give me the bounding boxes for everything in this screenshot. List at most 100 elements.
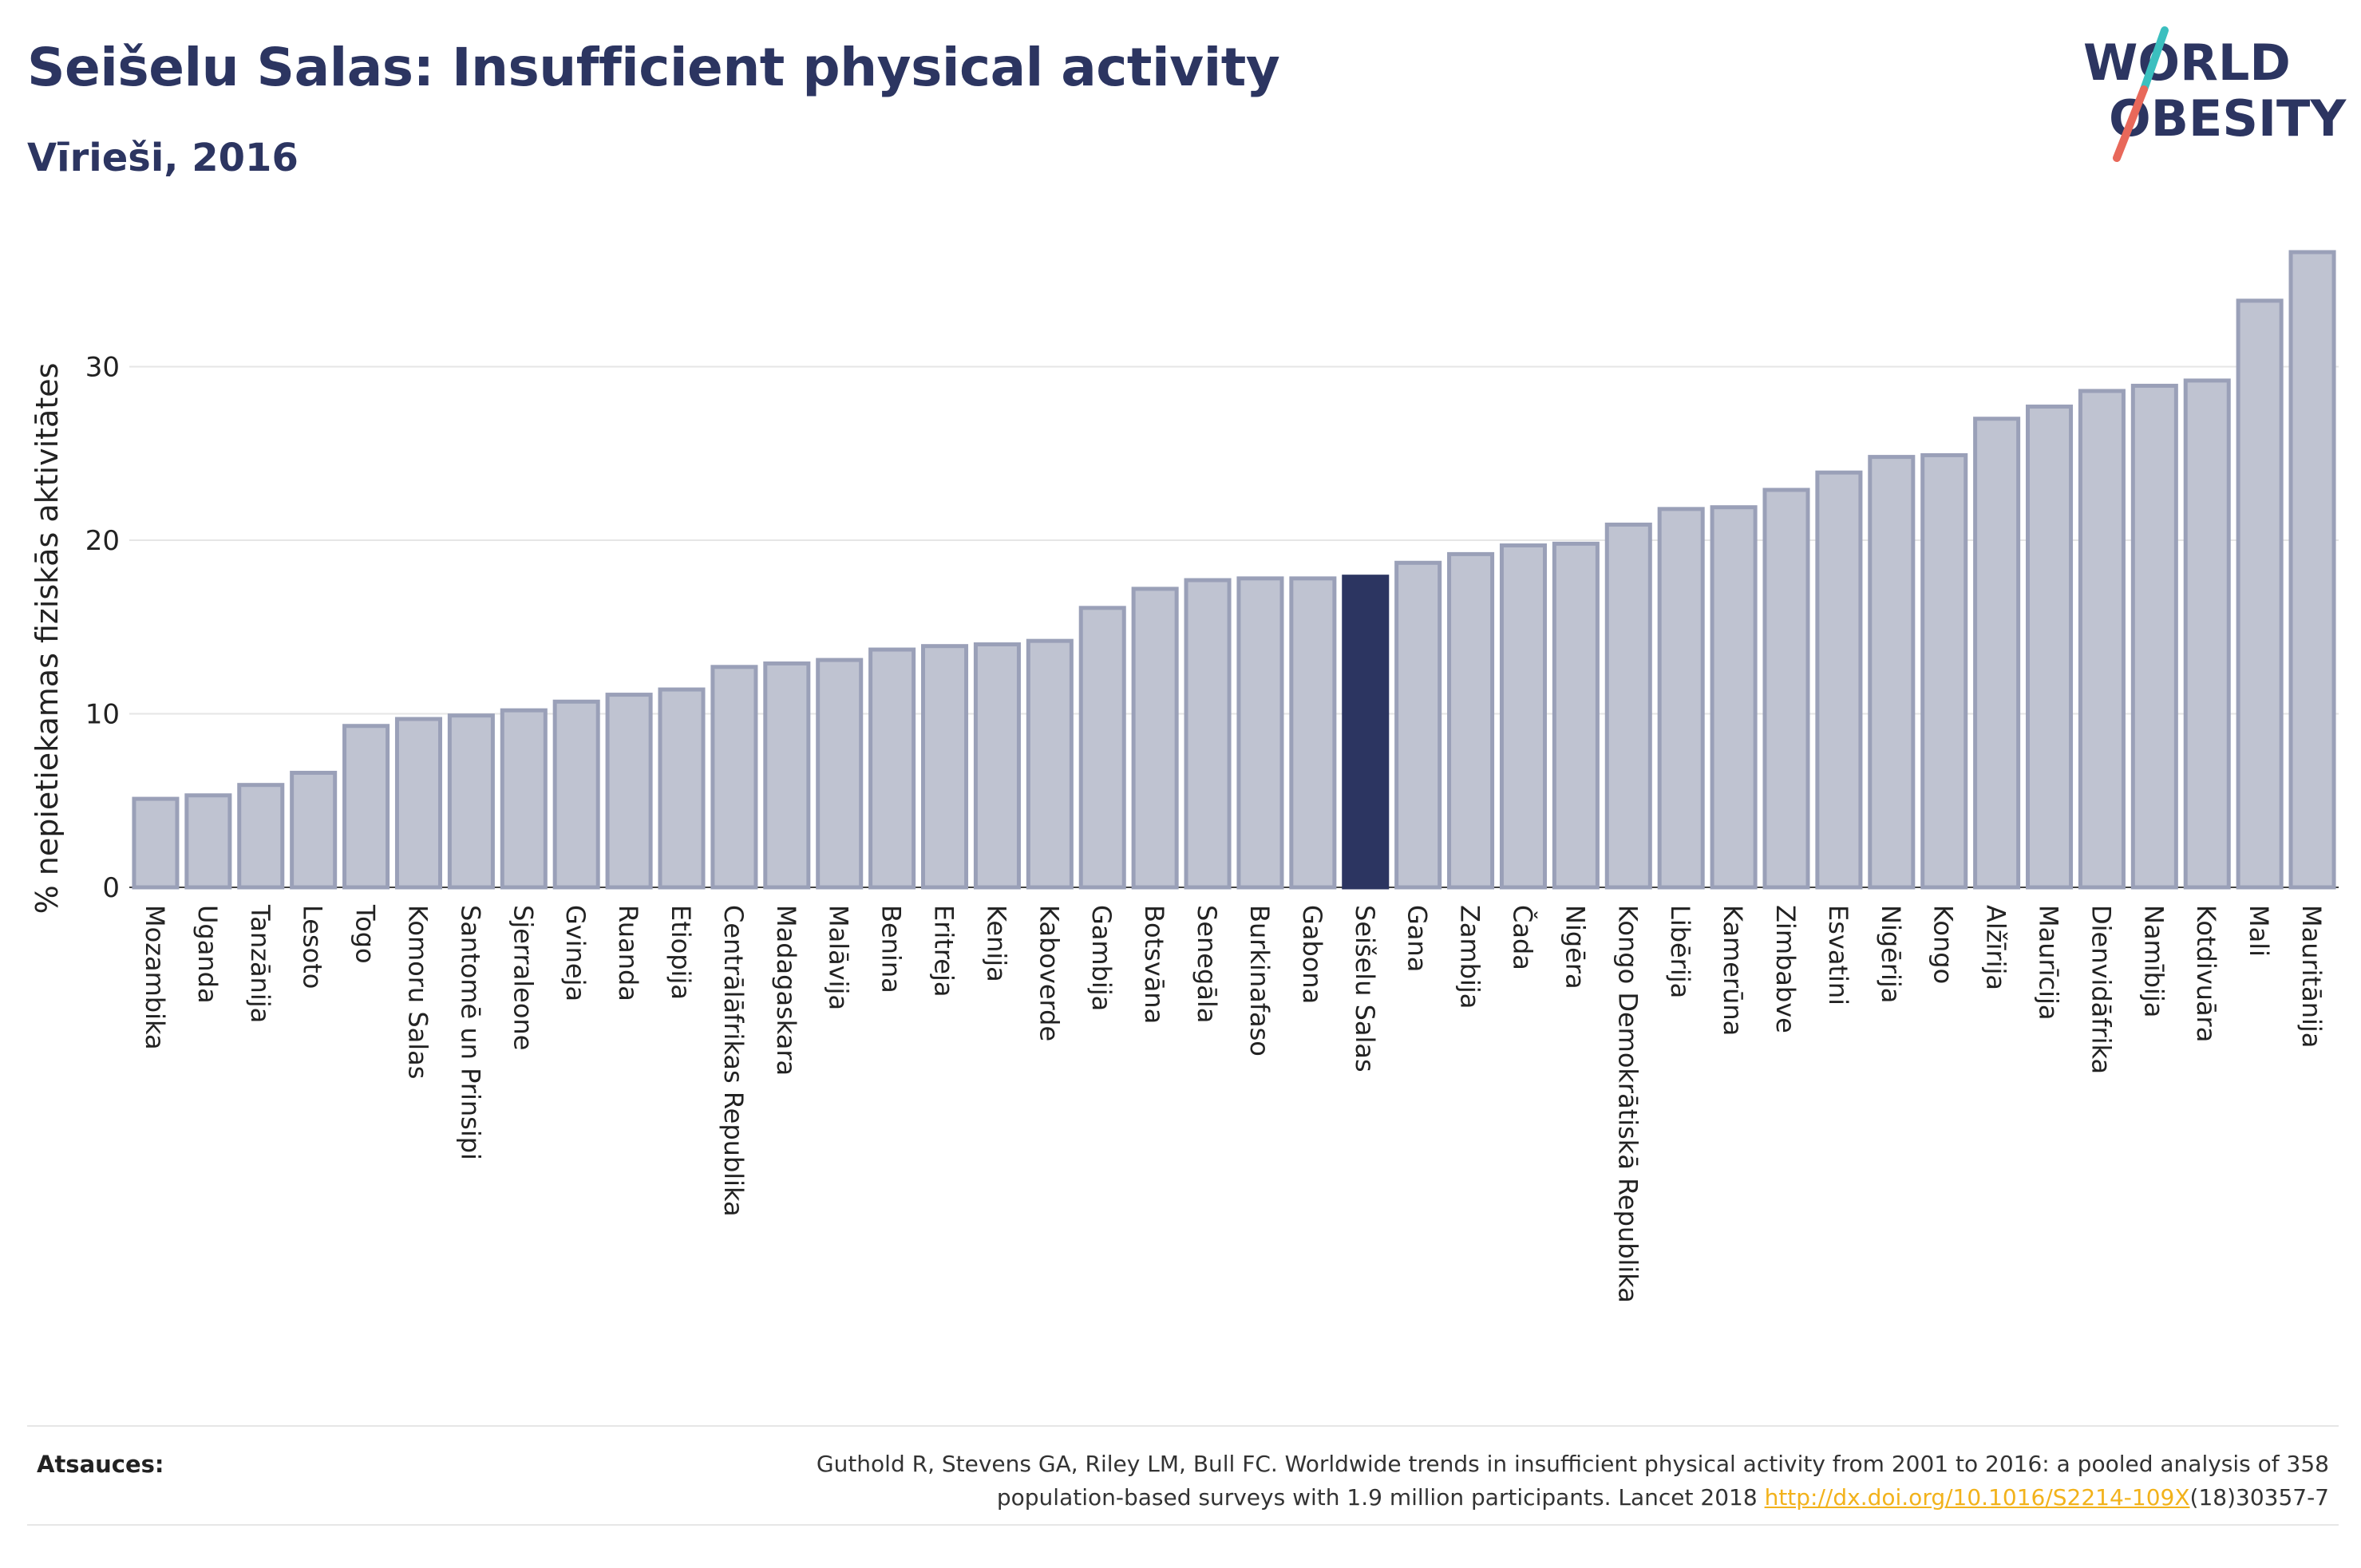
y-tick-label: 10: [85, 699, 120, 731]
x-tick-label: Etiopija: [666, 905, 696, 1000]
x-tick-label: Zambija: [1455, 905, 1485, 1009]
bar: [1184, 578, 1232, 890]
x-tick-label: Gana: [1402, 905, 1433, 972]
x-tick-label: Čada: [1507, 905, 1538, 970]
bar: [1499, 543, 1547, 890]
bar: [1657, 507, 1705, 890]
x-tick-label: Senegāla: [1192, 905, 1222, 1023]
bar: [1131, 587, 1179, 890]
bar: [342, 724, 390, 890]
x-tick-label: Kenija: [981, 905, 1011, 982]
logo-slash-bottom: [2113, 85, 2148, 162]
bar: [447, 713, 495, 890]
x-tick-label: Kongo: [1928, 905, 1959, 984]
bar: [1920, 452, 1968, 890]
bar: [184, 793, 232, 890]
x-tick-label: Alžīrija: [1981, 905, 2011, 990]
x-tick-label: Centrālāfrikas Republika: [718, 905, 749, 1217]
bar: [605, 693, 653, 890]
bar: [552, 699, 600, 890]
x-tick-label: Kotdivuāra: [2191, 905, 2221, 1042]
y-axis-ticks: 0 10 20 30: [85, 352, 120, 905]
bar: [1868, 455, 1916, 890]
footer-divider-top: [27, 1425, 2339, 1427]
y-tick-label: 0: [102, 872, 120, 904]
y-tick-label: 20: [85, 525, 120, 557]
bar: [1078, 606, 1126, 890]
citation-line-2-suffix: (18)30357-7: [2189, 1484, 2329, 1511]
x-tick-label: Gabona: [1297, 905, 1327, 1004]
bar: [394, 717, 442, 890]
bar: [2288, 250, 2336, 890]
bar: [921, 644, 969, 890]
x-tick-label: Kamerūna: [1718, 905, 1748, 1036]
y-axis-label: % nepietiekamas fiziskās aktivitātes: [30, 363, 65, 914]
x-tick-label: Dienvidāfrika: [2086, 905, 2116, 1074]
sources-citation: Guthold R, Stevens GA, Riley LM, Bull FC…: [493, 1448, 2329, 1515]
sources-label: Atsauces:: [37, 1451, 164, 1478]
citation-line-2-prefix: population-based surveys with 1.9 millio…: [996, 1484, 1765, 1511]
world-obesity-logo: WORLD OBESITY: [2083, 26, 2347, 162]
bar: [763, 661, 811, 890]
logo-word-world: WORLD: [2083, 34, 2291, 92]
bar: [1710, 505, 1758, 890]
gridlines: [129, 365, 2339, 888]
bar: [1236, 576, 1284, 890]
x-tick-label: Kongo Demokrātiskā Republika: [1612, 905, 1643, 1303]
x-tick-label: Gambija: [1086, 905, 1117, 1011]
bar: [710, 665, 758, 890]
x-tick-label: Nigēra: [1560, 905, 1590, 989]
bar: [816, 658, 864, 890]
bar: [1604, 522, 1652, 890]
bar: [1973, 417, 2021, 890]
x-tick-label: Esvatini: [1823, 905, 1853, 1005]
x-tick-label: Malāvija: [824, 905, 854, 1010]
bar: [1342, 575, 1390, 890]
logo-word-obesity: OBESITY: [2109, 89, 2347, 148]
bar: [658, 687, 706, 890]
bar: [132, 796, 180, 890]
x-tick-label: Namībija: [2138, 905, 2169, 1017]
bar: [2026, 405, 2074, 890]
bar: [500, 708, 548, 890]
bar: [1762, 488, 1810, 890]
bar: [1394, 560, 1442, 890]
x-tick-label: Burkinafaso: [1244, 905, 1275, 1057]
x-tick-label: Togo: [350, 904, 381, 964]
x-tick-label: Komoru Salas: [402, 905, 433, 1079]
logo-slash-top: [2140, 26, 2169, 93]
x-tick-label: Benina: [876, 905, 907, 993]
y-tick-label: 30: [85, 352, 120, 384]
x-tick-label: Sjerraleone: [508, 905, 538, 1050]
bar: [2130, 383, 2178, 890]
x-tick-label: Maurīcija: [2034, 905, 2064, 1021]
bar: [868, 647, 916, 890]
bar: [1815, 470, 1863, 890]
x-tick-label: Madagaskara: [771, 905, 801, 1076]
bar: [290, 770, 338, 890]
bar: [2078, 389, 2126, 890]
x-tick-label: Libērija: [1665, 905, 1695, 998]
x-tick-label: Seišelu Salas: [1350, 905, 1380, 1072]
x-tick-label: Gvineja: [560, 905, 591, 1001]
bar: [973, 642, 1021, 890]
bars: [132, 250, 2336, 890]
bar: [2236, 298, 2284, 890]
x-tick-label: Eritreja: [929, 905, 959, 997]
x-tick-label: Mauritānija: [2296, 905, 2327, 1048]
bar: [1289, 576, 1337, 890]
bar: [1026, 638, 1074, 890]
x-tick-label: Ruanda: [613, 905, 643, 1001]
x-tick-label: Botsvāna: [1139, 905, 1169, 1024]
x-tick-label: Kaboverde: [1034, 905, 1064, 1041]
chart-subtitle: Vīrieši, 2016: [27, 136, 299, 180]
x-tick-label: Uganda: [192, 905, 223, 1004]
bar-chart: 0 10 20 30 Mozambika Uganda Tanzānija Lesoto To…: [30, 250, 2339, 1303]
x-tick-label: Tanzānija: [245, 904, 275, 1023]
bar: [1552, 541, 1600, 890]
x-axis-labels: Mozambika Uganda Tanzānija Lesoto Togo Komoru…: [140, 904, 2327, 1303]
x-tick-label: Mali: [2244, 905, 2274, 957]
chart-title: Seišelu Salas: Insufficient physical act…: [27, 37, 1280, 98]
citation-doi-link[interactable]: http://dx.doi.org/10.1016/S2214-109X: [1764, 1484, 2190, 1511]
x-tick-label: Lesoto: [298, 905, 328, 989]
